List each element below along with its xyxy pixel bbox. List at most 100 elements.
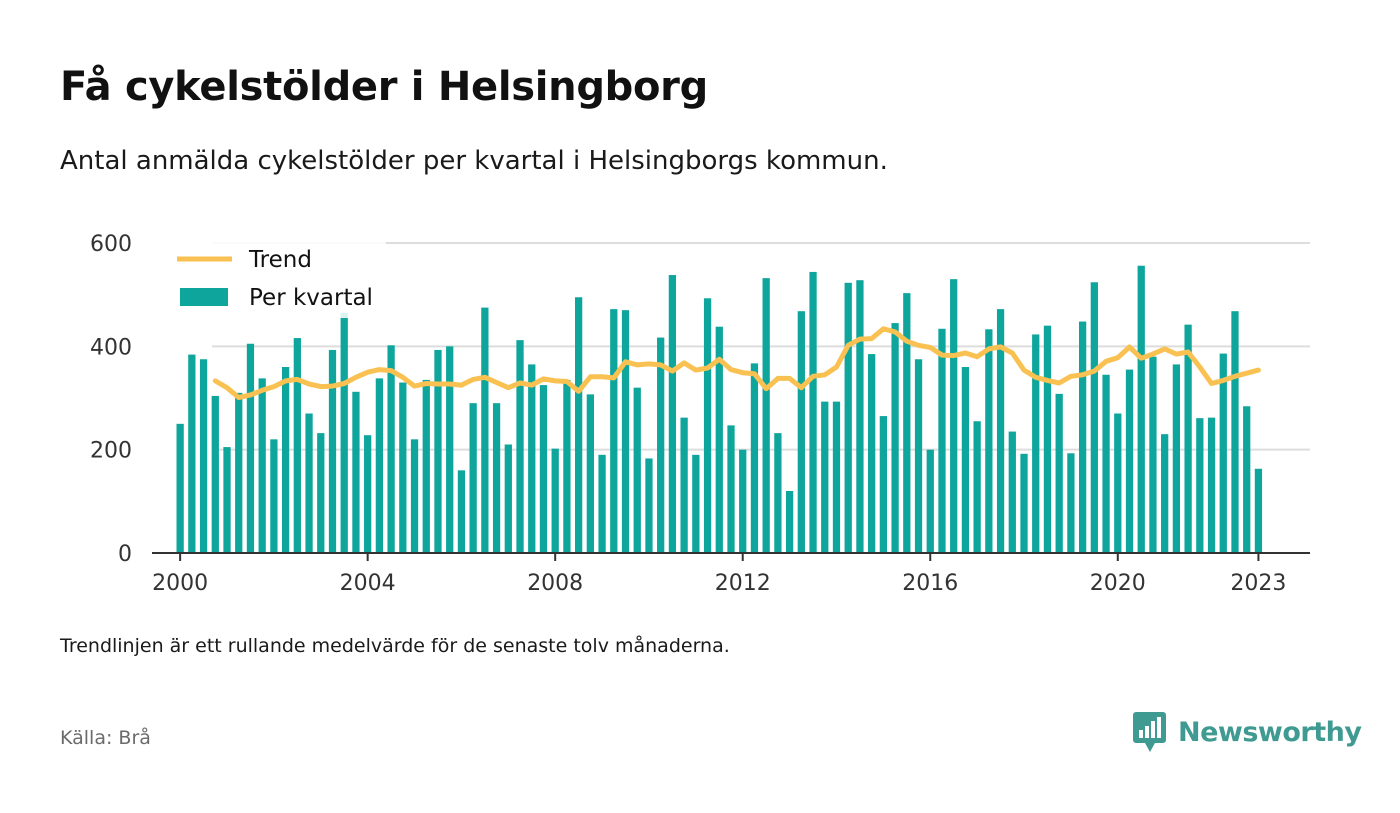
bar [797, 311, 805, 553]
bar [1043, 325, 1052, 553]
bar [563, 379, 571, 553]
bar [281, 367, 290, 553]
bar [399, 382, 407, 553]
bar [774, 433, 782, 553]
x-tick-label: 2000 [152, 571, 208, 596]
legend-bar-label: Per kvartal [249, 285, 373, 311]
bar [188, 354, 196, 553]
bar [1020, 453, 1028, 553]
bar [481, 307, 489, 553]
bar [973, 421, 981, 553]
bar [938, 328, 946, 553]
bar [258, 378, 266, 553]
bar [364, 435, 372, 553]
bar [1008, 431, 1016, 553]
bar [961, 367, 970, 553]
bar [1125, 369, 1134, 553]
bar [598, 454, 606, 553]
bar [457, 470, 466, 553]
bar [1067, 453, 1075, 553]
bar [926, 449, 934, 553]
bar [891, 323, 899, 553]
bar [868, 354, 876, 553]
bar [1090, 282, 1098, 553]
bar [785, 491, 794, 553]
x-tick-label: 2023 [1230, 571, 1286, 596]
x-tick-label: 2008 [527, 571, 583, 596]
bar [821, 401, 829, 553]
legend: Trend Per kvartal [168, 240, 386, 318]
bar [586, 394, 594, 553]
bar [914, 359, 923, 553]
bar [551, 448, 559, 553]
bar [1032, 334, 1040, 553]
bar [1114, 413, 1122, 553]
bar [1231, 311, 1239, 553]
bar [328, 349, 337, 553]
bar [621, 310, 630, 553]
bar [996, 309, 1005, 553]
y-tick-label: 400 [90, 335, 132, 360]
bar [422, 379, 430, 553]
x-tick-label: 2004 [340, 571, 396, 596]
bar [762, 278, 770, 553]
bar [809, 271, 817, 553]
bar [516, 340, 524, 553]
bar [211, 395, 219, 553]
bar [504, 444, 512, 553]
chart-title: Få cykelstölder i Helsingborg [60, 64, 708, 110]
bar [235, 392, 243, 553]
bar [680, 417, 688, 553]
bar [434, 349, 442, 553]
source-label: Källa: Brå [60, 727, 151, 749]
x-tick-label: 2016 [902, 571, 958, 596]
bar [727, 425, 735, 553]
bar [492, 403, 501, 553]
bar [610, 309, 618, 553]
bar [1137, 265, 1145, 553]
bar [985, 329, 993, 553]
bar [539, 385, 548, 553]
trend-line [212, 326, 1261, 400]
brand-name: Newsworthy [1178, 716, 1362, 748]
bar [446, 346, 454, 553]
x-tick-label: 2012 [715, 571, 771, 596]
bar [293, 338, 301, 553]
bar [305, 413, 313, 553]
y-tick-label: 200 [90, 439, 132, 464]
bar [1055, 393, 1063, 553]
bar [950, 279, 958, 553]
bar [832, 401, 841, 553]
bar [668, 275, 677, 553]
bar [246, 343, 255, 553]
bar [469, 403, 477, 553]
bar [1161, 434, 1169, 553]
bar [410, 439, 419, 553]
bar [633, 387, 641, 553]
bar [340, 312, 348, 553]
bar-series [176, 265, 1263, 553]
x-tick-label: 2020 [1090, 571, 1146, 596]
y-tick-label: 0 [118, 542, 132, 567]
bar [199, 359, 208, 553]
bar [739, 449, 747, 553]
bar [1184, 324, 1192, 553]
axes: 0 200 400 600 2000 2004 2008 2012 2016 2020 2023 [90, 232, 1310, 596]
legend-bar-swatch [180, 288, 228, 306]
bar [1078, 321, 1087, 553]
trend-series [212, 326, 1261, 400]
bar [352, 391, 360, 553]
bar [750, 363, 759, 553]
chart-subtitle: Antal anmälda cykelstölder per kvartal i… [60, 146, 888, 176]
bar [574, 297, 583, 553]
bar [657, 337, 665, 553]
bar [1219, 353, 1227, 553]
bar [1149, 356, 1157, 553]
bar [1207, 417, 1216, 553]
chart-note: Trendlinjen är ett rullande medelvärde f… [60, 635, 730, 657]
bar [176, 423, 184, 553]
bar [223, 447, 231, 553]
bar [1243, 406, 1251, 553]
bar [645, 458, 653, 553]
